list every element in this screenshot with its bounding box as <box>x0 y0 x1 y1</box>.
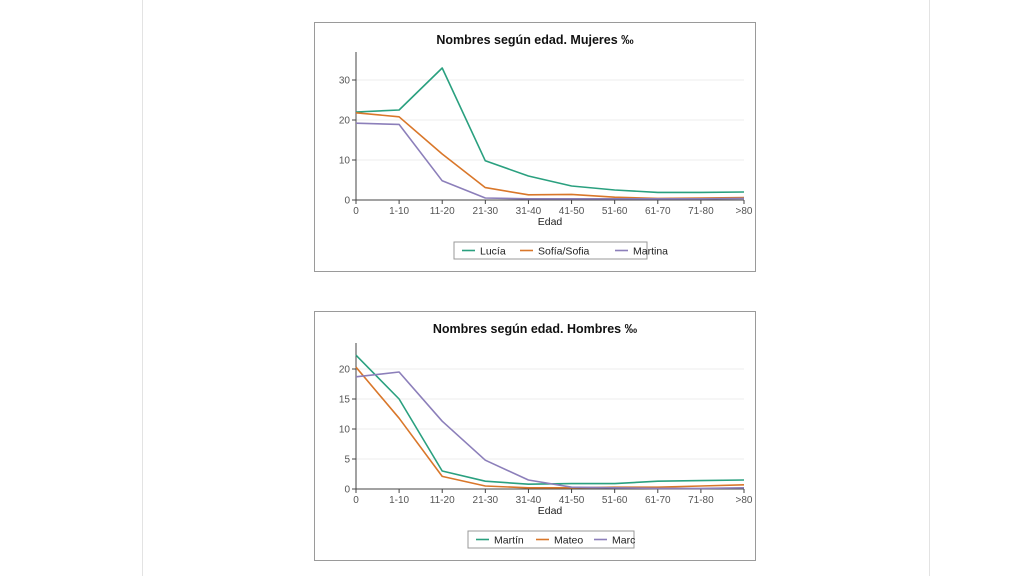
chart-men-svg: Nombres según edad. Hombres ‰ 0 5 10 15 20 0 1-… <box>339 322 753 549</box>
legend-entry: Martina <box>633 246 668 258</box>
x-tick-label: 21-30 <box>473 495 499 506</box>
x-tick-label: 31-40 <box>516 206 542 217</box>
chart-women-names-by-age: Nombres según edad. Mujeres ‰ 0 10 20 30 0 1-1… <box>314 22 756 272</box>
chart-title: Nombres según edad. Mujeres ‰ <box>436 33 634 47</box>
y-tick-label: 5 <box>344 455 350 466</box>
series-line-1 <box>355 112 745 200</box>
x-tick-label: >80 <box>736 495 753 506</box>
legend-entry: Sofía/Sofia <box>538 246 590 258</box>
x-axis-label: Edad <box>538 505 563 517</box>
chart-men-names-by-age: Nombres según edad. Hombres ‰ 0 5 10 15 20 0 1-… <box>314 311 756 561</box>
y-tick-label: 15 <box>339 395 351 406</box>
y-tick-label: 0 <box>344 485 350 496</box>
x-tick-label: 11-20 <box>430 495 455 506</box>
x-axis-label: Edad <box>538 216 563 228</box>
x-tick-label: 71-80 <box>688 495 714 506</box>
y-tick-label: 10 <box>339 156 351 167</box>
x-tick-label: 51-60 <box>602 495 628 506</box>
legend-entry: Marc <box>612 535 635 547</box>
legend-entry: Martín <box>494 535 524 547</box>
y-tick-label: 20 <box>339 365 351 376</box>
y-tick-label: 20 <box>339 116 351 127</box>
legend-entry: Mateo <box>554 535 583 547</box>
x-tick-label: 0 <box>353 495 359 506</box>
x-tick-label: 21-30 <box>473 206 499 217</box>
legend-box <box>467 530 635 549</box>
x-tick-label: 1-10 <box>389 495 409 506</box>
x-tick-label: 61-70 <box>645 206 671 217</box>
x-tick-label: 41-50 <box>559 206 585 217</box>
x-tick-label: 61-70 <box>645 495 671 506</box>
y-tick-label: 10 <box>339 425 351 436</box>
x-tick-label: 71-80 <box>688 206 714 217</box>
chart-title: Nombres según edad. Hombres ‰ <box>433 322 638 336</box>
x-tick-label: 31-40 <box>516 495 542 506</box>
x-tick-label: 1-10 <box>389 206 409 217</box>
chart-women-svg: Nombres según edad. Mujeres ‰ 0 10 20 30 0 1-1… <box>339 33 753 260</box>
series-line-1 <box>355 366 745 489</box>
x-tick-label: 11-20 <box>430 206 455 217</box>
y-tick-label: 0 <box>344 196 350 207</box>
legend-box <box>453 241 648 260</box>
x-tick-label: 41-50 <box>559 495 585 506</box>
y-tick-label: 30 <box>339 76 351 87</box>
series-line-2 <box>355 122 745 200</box>
legend-entry: Lucía <box>480 246 506 258</box>
series-line-0 <box>355 354 745 485</box>
series-line-2 <box>355 371 745 490</box>
x-tick-label: 51-60 <box>602 206 628 217</box>
series-line-0 <box>355 67 745 194</box>
x-tick-label: >80 <box>736 206 753 217</box>
x-tick-label: 0 <box>353 206 359 217</box>
